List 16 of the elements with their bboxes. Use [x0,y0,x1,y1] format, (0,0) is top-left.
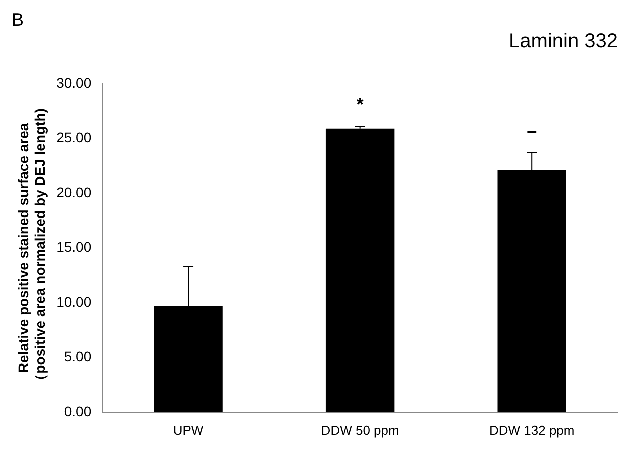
y-tick-label: 10.00 [56,294,92,310]
x-tick-label: DDW 50 ppm [321,422,400,438]
x-tick-label: UPW [173,422,204,438]
text: B [12,10,24,30]
y-tick-label: 0.00 [64,403,92,420]
y-tick-label: 20.00 [56,184,92,200]
y-axis-title: Relative positive stained surface area （positive area normalized by DEJ length) [15,108,48,388]
annotation: * [356,94,364,115]
y-tick-label: 30.00 [56,74,92,91]
bar [326,128,395,412]
y-tick-label: 5.00 [64,348,92,365]
x-tick-label: DDW 132 ppm [489,422,575,438]
y-tick-label: 25.00 [56,130,92,146]
annotation: – [527,120,538,141]
chart-title: Laminin 332 [509,30,618,53]
y-tick-label: 15.00 [56,239,92,256]
